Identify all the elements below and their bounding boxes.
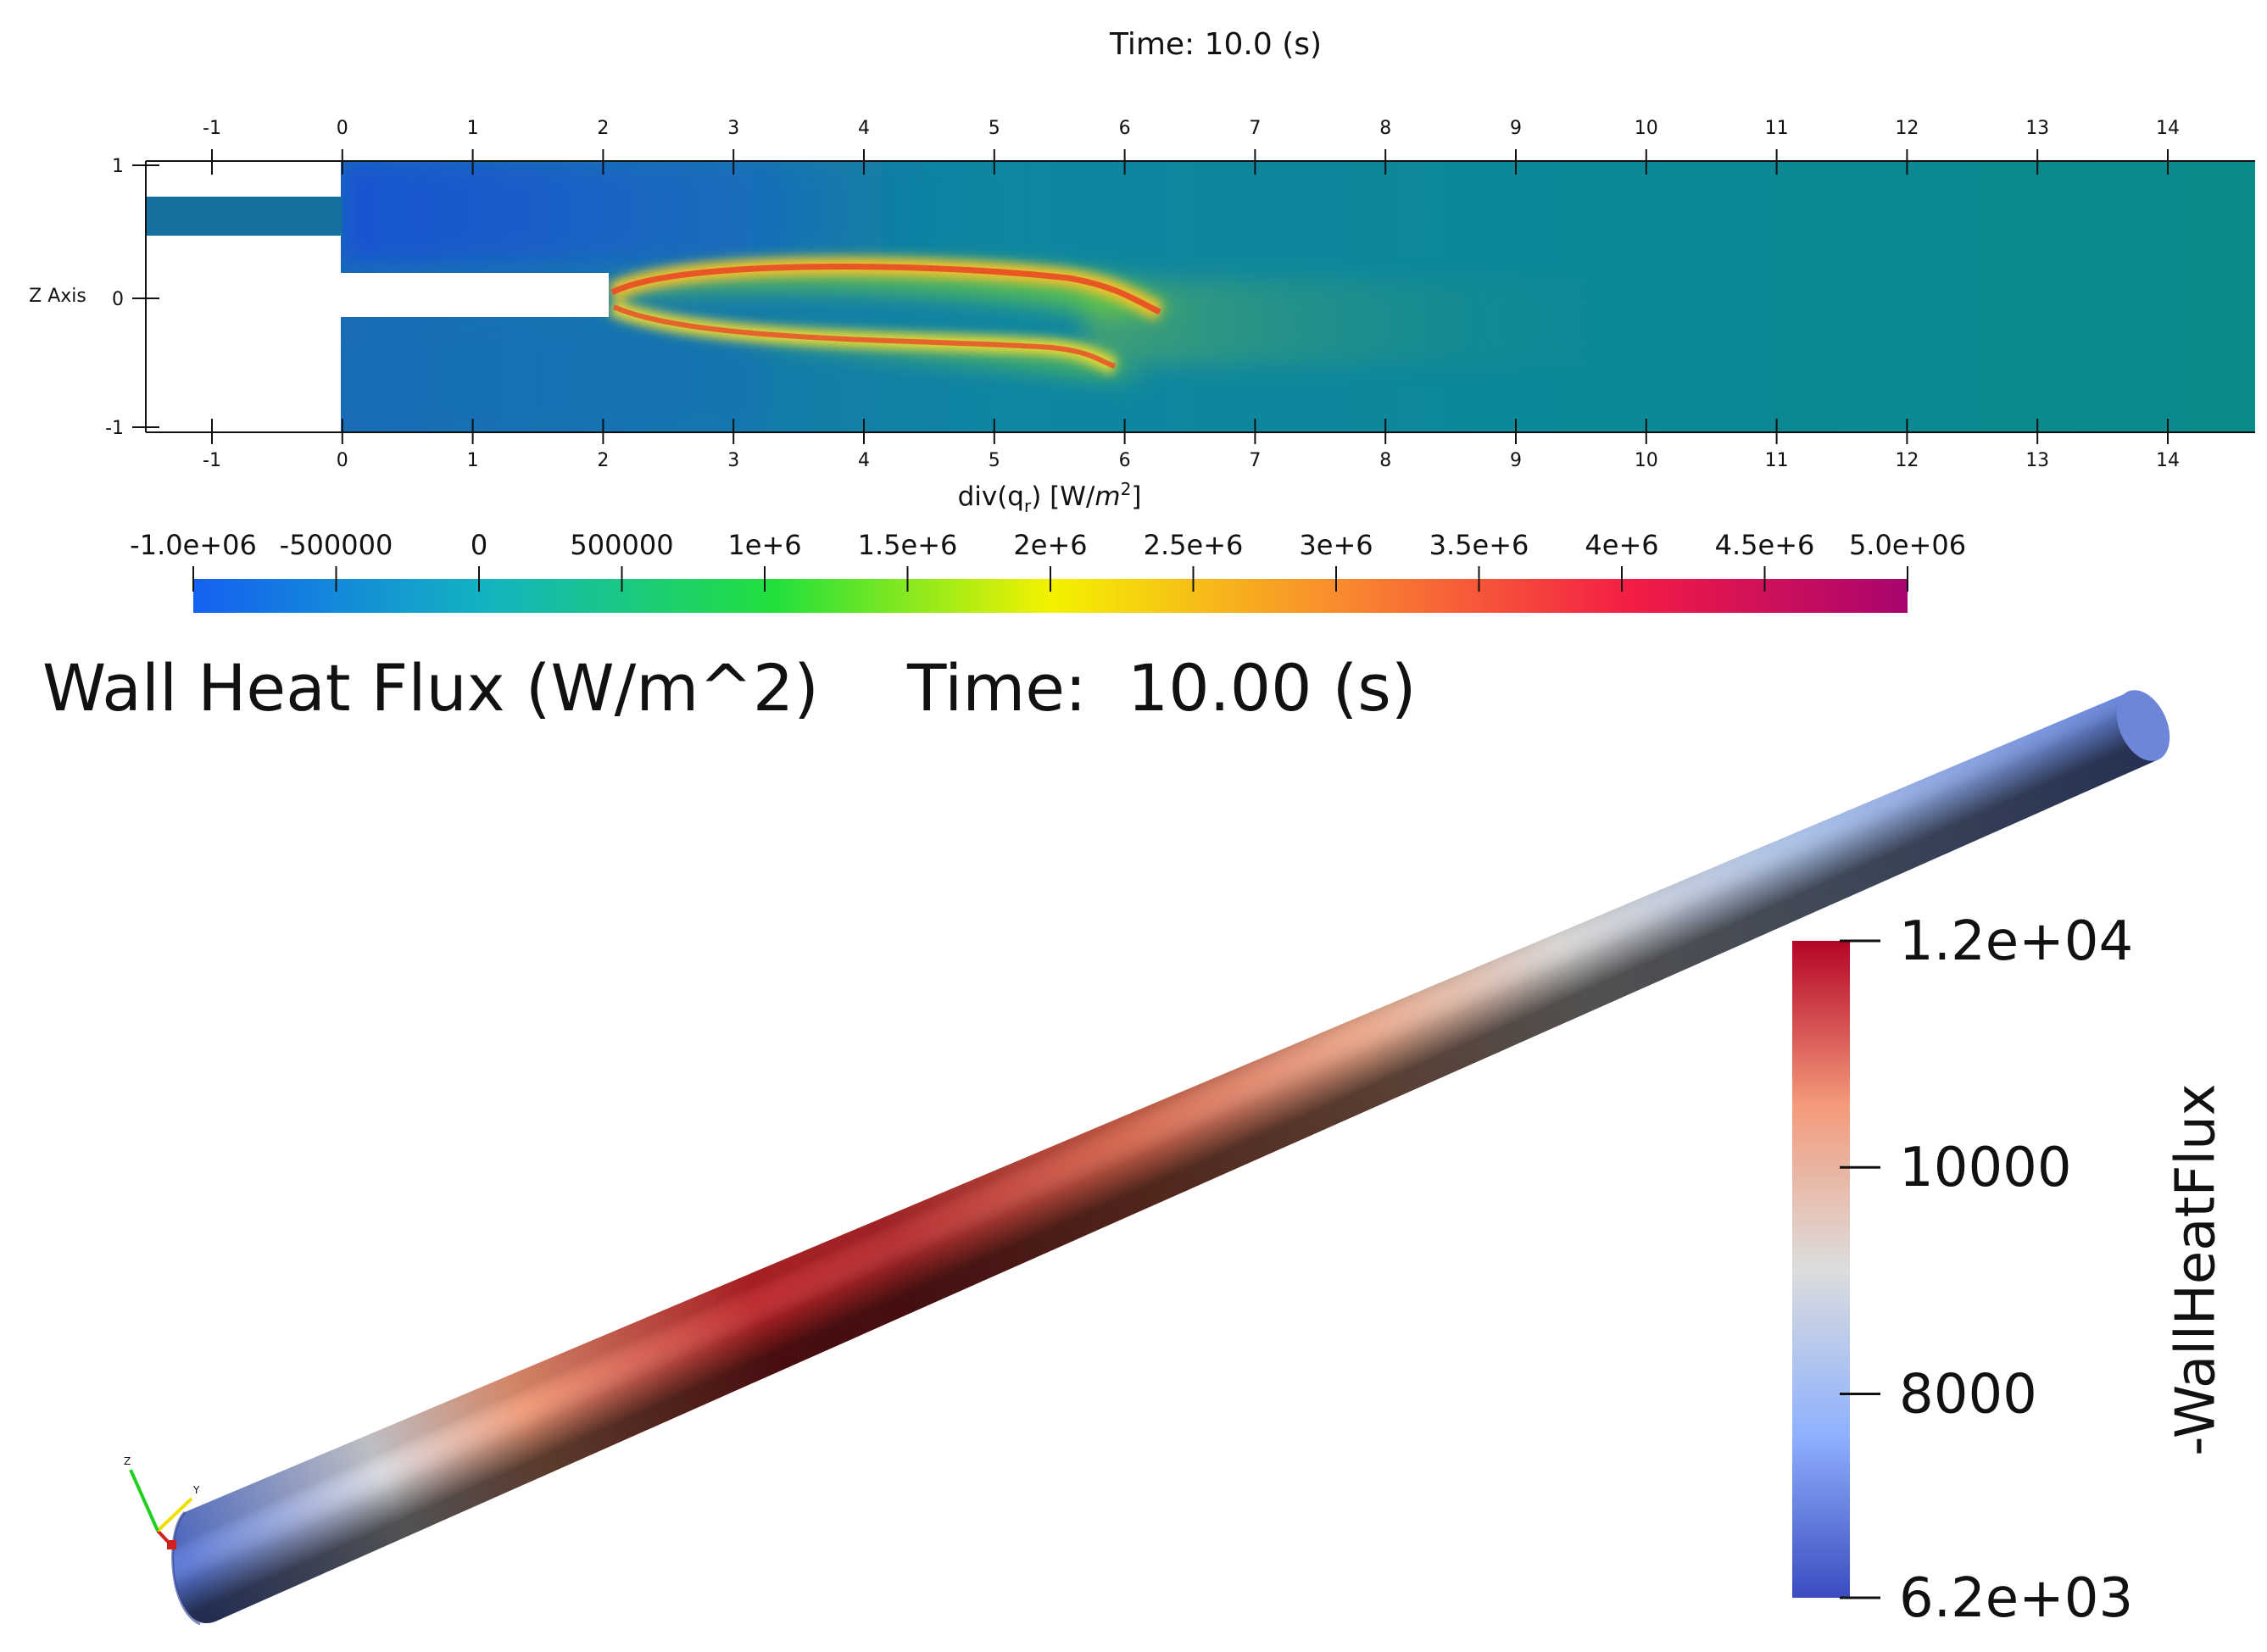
colorbar-tick-label: 10000 [1899, 1137, 2072, 1199]
x-tick-label-top: 8 [1379, 118, 1391, 139]
x-tick-label-bottom: 6 [1119, 450, 1131, 471]
x-tick-label-top: -1 [203, 118, 221, 139]
x-tick-label-bottom: 0 [337, 450, 348, 471]
wall-heat-flux-title: Wall Heat Flux (W/m^2) [42, 650, 819, 726]
x-tick-label-bottom: 4 [858, 450, 870, 471]
colorbar-tick-label: 5.0e+06 [1849, 529, 1966, 561]
x-tick-label-bottom: 2 [597, 450, 609, 471]
wall-heat-flux-colorbar-ticks: 1.2e+04 10000 8000 6.2e+03 [1840, 910, 2133, 1630]
colorbar-tick-label: 8000 [1899, 1363, 2037, 1426]
x-tick-label-top: 14 [2156, 118, 2180, 139]
x-tick-label-top: 4 [858, 118, 870, 139]
x-tick-label-top: 12 [1895, 118, 1919, 139]
colorbar-tick-label: 2e+6 [1013, 529, 1087, 561]
colorbar-tick-label: 2.5e+6 [1144, 529, 1244, 561]
colorbar-tick-label: 1.5e+6 [858, 529, 958, 561]
colorbar-tick-label: -500000 [280, 529, 393, 561]
z-tick-label: 1 [112, 156, 124, 177]
colorbar-tick-label: -1.0e+06 [130, 529, 257, 561]
x-tick-label-bottom: -1 [203, 450, 221, 471]
x-tick-label-top: 2 [597, 118, 609, 139]
x-tick-label-bottom: 10 [1635, 450, 1658, 471]
colorbar-tick-label: 3e+6 [1299, 529, 1373, 561]
x-tick-label-bottom: 9 [1510, 450, 1522, 471]
orientation-axes-triad: Z Y [124, 1455, 200, 1549]
x-tick-label-top: 11 [1765, 118, 1789, 139]
wall-heat-flux-colorbar [1792, 941, 1850, 1598]
colorbar-tick-label: 6.2e+03 [1899, 1567, 2133, 1630]
x-tick-label-bottom: 11 [1765, 450, 1789, 471]
colorbar-tick-label: 4.5e+6 [1715, 529, 1815, 561]
x-tick-label-top: 9 [1510, 118, 1522, 139]
colorbar-tick-label: 1.2e+04 [1899, 910, 2133, 973]
x-tick-label-bottom: 5 [989, 450, 1000, 471]
pipe-surface [171, 690, 2170, 1626]
x-tick-label-bottom: 1 [467, 450, 479, 471]
colorbar-tick-label: 4e+6 [1585, 529, 1658, 561]
svg-text:Y: Y [192, 1484, 200, 1496]
x-tick-label-bottom: 13 [2025, 450, 2049, 471]
colorbar-tick-label: 1e+6 [727, 529, 801, 561]
x-tick-label-bottom: 12 [1895, 450, 1919, 471]
x-tick-label-top: 7 [1249, 118, 1261, 139]
x-tick-label-top: 6 [1119, 118, 1131, 139]
wall-heat-flux-colorbar-label: -WallHeatFlux [2165, 1083, 2228, 1455]
x-tick-label-top: 5 [989, 118, 1000, 139]
x-tick-label-bottom: 3 [727, 450, 739, 471]
top-colorbar-ticks: -1.0e+06 -500000 0 500000 1e+6 1.5e+6 2e+6 2.5e… [130, 529, 1966, 592]
top-time-label: Time: 10.0 (s) [1109, 27, 1322, 62]
z-axis-label: Z Axis [29, 286, 86, 307]
x-tick-label-top: 3 [727, 118, 739, 139]
top-colorbar-title: div(qr) [W/m2] [958, 479, 1142, 516]
x-tick-label-top: 1 [467, 118, 479, 139]
x-tick-label-top: 10 [1635, 118, 1658, 139]
top-axis-ticks: -1-1001122334455667788991010111112121313… [105, 118, 2180, 471]
colorbar-tick-label: 0 [471, 529, 487, 561]
z-tick-label: -1 [105, 418, 124, 439]
x-tick-label-top: 13 [2025, 118, 2049, 139]
colorbar-tick-label: 500000 [570, 529, 673, 561]
x-tick-label-bottom: 7 [1249, 450, 1261, 471]
x-tick-label-bottom: 8 [1379, 450, 1391, 471]
colorbar-tick-label: 3.5e+6 [1429, 529, 1529, 561]
flow-field [146, 161, 2255, 432]
bottom-time-label: Time: 10.00 (s) [906, 650, 1417, 726]
x-tick-label-top: 0 [337, 118, 348, 139]
svg-text:Z: Z [124, 1455, 131, 1467]
z-tick-label: 0 [112, 289, 124, 310]
x-tick-label-bottom: 14 [2156, 450, 2180, 471]
